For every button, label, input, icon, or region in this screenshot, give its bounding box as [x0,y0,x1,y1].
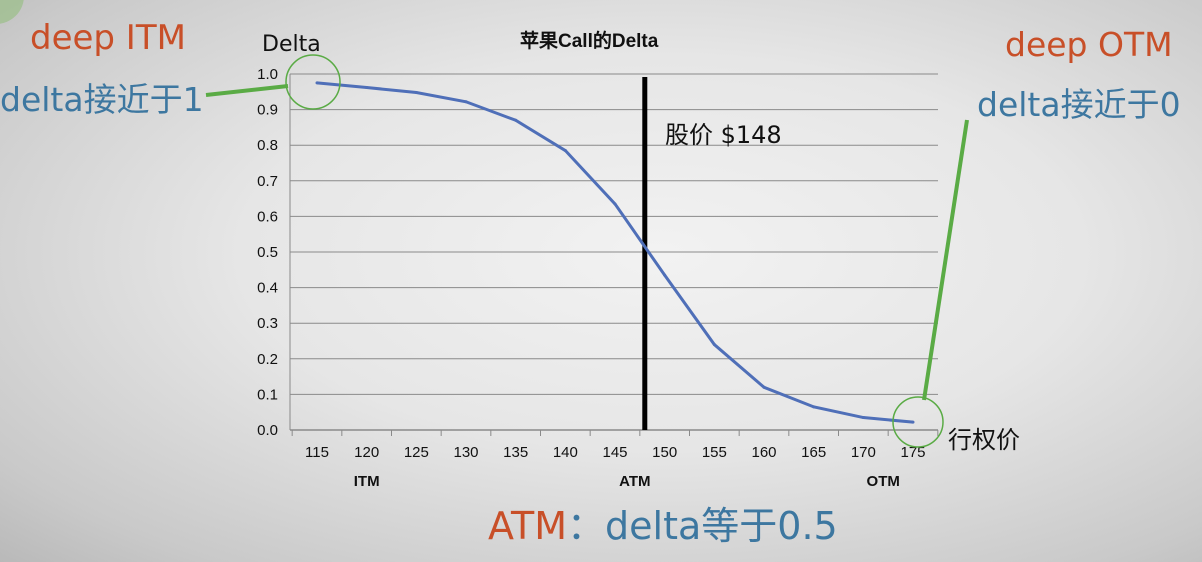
delta-series-line [316,81,914,424]
category-label-otm: OTM [867,473,900,490]
delta-points [315,81,915,424]
x-tick-label: 120 [354,444,379,461]
deep-itm-description: delta接近于1 [0,80,204,119]
x-tick-label: 170 [851,444,876,461]
x-tick-label: 165 [801,444,826,461]
deep-otm-description: delta接近于0 [977,85,1181,124]
x-tick-label: 150 [652,444,677,461]
category-label-itm: ITM [354,473,380,490]
delta-point [861,416,865,420]
delta-point [762,385,766,389]
chart-title: 苹果Call的Delta [520,31,659,52]
otm-pointer-line [922,119,969,401]
category-label-atm: ATM [619,473,650,490]
category-labels: ITM ATM OTM [354,473,900,490]
itm-highlight-circle [285,54,341,110]
x-tick-label: 130 [453,444,478,461]
y-tick-label: 0.4 [257,280,278,297]
y-axis-label: Delta [262,32,321,57]
stock-price-label: 股价 $148 [665,121,782,149]
atm-description: ATM：delta等于0.5 [488,495,838,550]
delta-point [911,420,915,424]
delta-point [712,343,716,347]
x-tick-label: 145 [602,444,627,461]
y-tick-label: 0.6 [257,208,278,225]
delta-point [663,273,667,277]
y-tick-label: 0.5 [257,244,278,261]
y-tick-labels: 0.0 0.1 0.2 0.3 0.4 0.5 0.6 0.7 0.8 0.9 1.0 [257,66,278,439]
grid-lines [289,73,938,431]
x-tick-label: 140 [553,444,578,461]
y-tick-label: 0.0 [257,422,278,439]
x-tick-label: 135 [503,444,528,461]
y-tick-label: 0.3 [257,315,278,332]
delta-point [414,91,418,95]
y-tick-label: 1.0 [257,66,278,83]
delta-point [464,100,468,104]
delta-point [315,81,319,85]
x-tick-label: 115 [305,444,329,461]
delta-point [365,86,369,90]
x-tick-label: 160 [751,444,776,461]
y-tick-label: 0.7 [257,173,278,190]
x-tick-label: 155 [702,444,727,461]
delta-point [563,149,567,153]
x-tick-label: 175 [900,444,925,461]
delta-point [812,405,816,409]
deep-otm-title: deep OTM [1005,25,1173,64]
x-tick-marks [291,430,939,436]
delta-point [514,118,518,122]
atm-prefix: ATM [488,504,568,548]
y-tick-label: 0.1 [257,386,278,403]
otm-highlight-circle [892,396,944,448]
delta-point [613,202,617,206]
x-tick-label: 125 [404,444,429,461]
itm-pointer-line [205,84,289,97]
atm-delta-text: ：delta等于0.5 [567,504,838,548]
y-tick-label: 0.9 [257,102,278,119]
strike-price-label: 行权价 [948,426,1020,454]
y-tick-label: 0.2 [257,351,278,368]
deep-itm-title: deep ITM [30,18,186,58]
x-tick-labels: 115 120 125 130 135 140 145 150 155 160 165 170 175 [305,444,925,461]
y-tick-label: 0.8 [257,137,278,154]
